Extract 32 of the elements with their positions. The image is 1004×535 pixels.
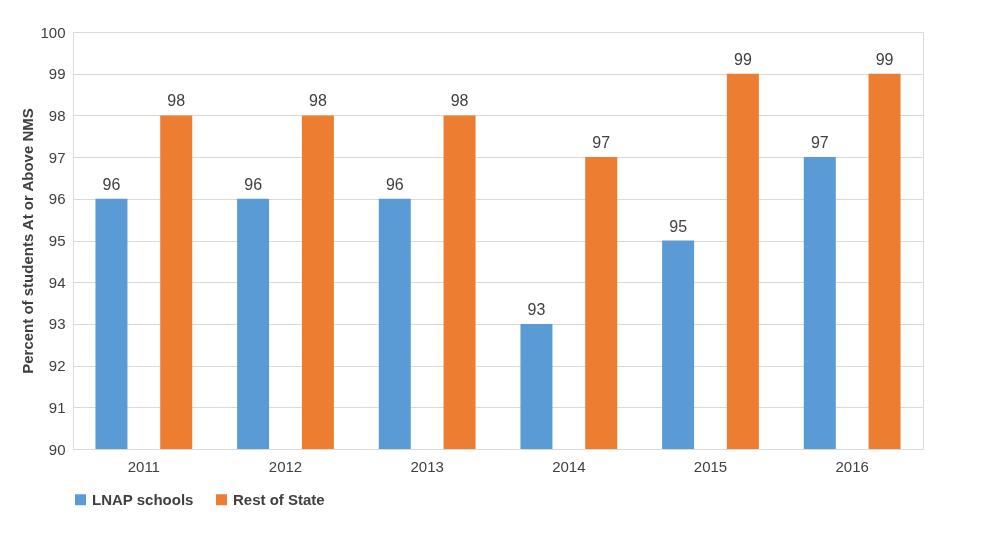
y-tick-label: 98 (48, 106, 66, 124)
y-axis-title: Percent of students At or Above NMS (19, 108, 37, 374)
legend-label: LNAP schools (92, 490, 194, 508)
data-label: 97 (810, 134, 829, 152)
data-label: 98 (167, 92, 186, 110)
data-label: 96 (385, 175, 404, 193)
data-label: 98 (450, 92, 469, 110)
x-tick-label: 2013 (410, 457, 444, 475)
y-tick-label: 92 (48, 357, 66, 375)
data-label: 93 (527, 300, 546, 318)
y-tick-label: 95 (48, 232, 66, 249)
y-tick-label: 93 (48, 315, 66, 333)
x-tick-label: 2011 (127, 457, 160, 475)
y-tick-label: 96 (48, 190, 66, 208)
data-label: 97 (592, 134, 611, 152)
x-tick-label: 2014 (552, 457, 586, 475)
data-label: 95 (669, 217, 688, 235)
y-tick-label: 97 (48, 148, 66, 166)
y-tick-label: 91 (48, 398, 66, 416)
x-tick-label: 2015 (693, 457, 728, 475)
y-tick-label: 100 (40, 23, 66, 41)
data-label: 96 (244, 175, 263, 193)
y-tick-label: 90 (48, 440, 66, 458)
y-tick-label: 99 (48, 65, 66, 83)
data-label: 99 (875, 50, 894, 68)
data-label: 98 (308, 92, 327, 110)
legend-label: Rest of State (233, 490, 325, 508)
data-label: 99 (733, 50, 752, 68)
y-tick-label: 94 (48, 273, 66, 291)
x-tick-label: 2012 (268, 457, 303, 475)
x-tick-label: 2016 (835, 457, 869, 475)
data-label: 96 (102, 175, 121, 193)
